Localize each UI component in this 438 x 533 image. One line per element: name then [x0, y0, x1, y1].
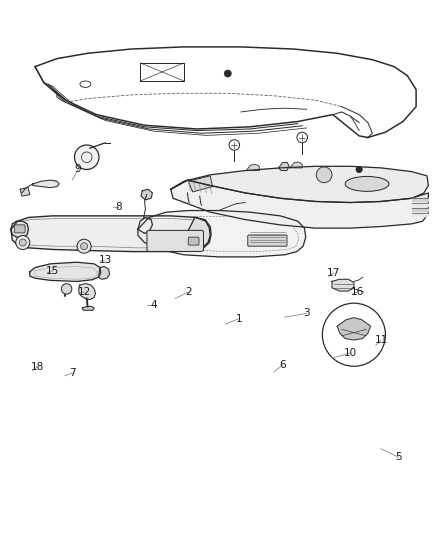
Polygon shape	[412, 198, 428, 201]
Polygon shape	[412, 208, 428, 211]
Circle shape	[77, 239, 91, 253]
Text: 9: 9	[74, 165, 81, 174]
FancyBboxPatch shape	[14, 225, 25, 233]
Circle shape	[224, 70, 231, 77]
Polygon shape	[279, 163, 289, 171]
Polygon shape	[141, 189, 152, 200]
Polygon shape	[171, 166, 428, 203]
FancyBboxPatch shape	[188, 237, 199, 245]
Polygon shape	[290, 162, 302, 168]
Text: 1: 1	[235, 314, 242, 324]
Text: 16: 16	[350, 287, 364, 297]
Text: 8: 8	[115, 202, 122, 212]
Polygon shape	[82, 306, 94, 310]
Polygon shape	[30, 262, 101, 281]
Polygon shape	[337, 318, 371, 340]
Polygon shape	[412, 203, 428, 206]
Circle shape	[19, 239, 26, 246]
Ellipse shape	[345, 176, 389, 191]
Text: 18: 18	[31, 362, 44, 372]
Text: 5: 5	[395, 453, 402, 462]
Polygon shape	[186, 217, 211, 251]
Text: 13: 13	[99, 255, 112, 265]
Polygon shape	[332, 279, 354, 291]
Polygon shape	[99, 266, 110, 279]
Text: 7: 7	[69, 368, 76, 378]
Polygon shape	[412, 213, 428, 216]
Text: 3: 3	[303, 309, 310, 318]
Circle shape	[322, 303, 385, 366]
Polygon shape	[138, 211, 306, 257]
Text: 10: 10	[344, 348, 357, 358]
Polygon shape	[33, 180, 59, 188]
Text: 15: 15	[46, 266, 59, 276]
Polygon shape	[246, 164, 259, 171]
Polygon shape	[188, 176, 212, 192]
Text: 6: 6	[279, 360, 286, 370]
Circle shape	[74, 145, 99, 169]
Polygon shape	[79, 284, 95, 300]
FancyBboxPatch shape	[147, 230, 204, 252]
Text: 4: 4	[151, 300, 158, 310]
Circle shape	[81, 243, 88, 250]
Text: 17: 17	[327, 268, 340, 278]
Circle shape	[61, 284, 72, 294]
Polygon shape	[138, 217, 152, 233]
Polygon shape	[171, 180, 428, 228]
Text: 2: 2	[185, 287, 192, 297]
Text: 11: 11	[374, 335, 388, 345]
Polygon shape	[20, 188, 30, 196]
Circle shape	[16, 236, 30, 249]
Circle shape	[356, 166, 363, 173]
Text: 12: 12	[78, 287, 91, 297]
Polygon shape	[11, 216, 210, 252]
FancyBboxPatch shape	[248, 235, 287, 246]
Polygon shape	[11, 221, 28, 237]
Circle shape	[316, 167, 332, 183]
